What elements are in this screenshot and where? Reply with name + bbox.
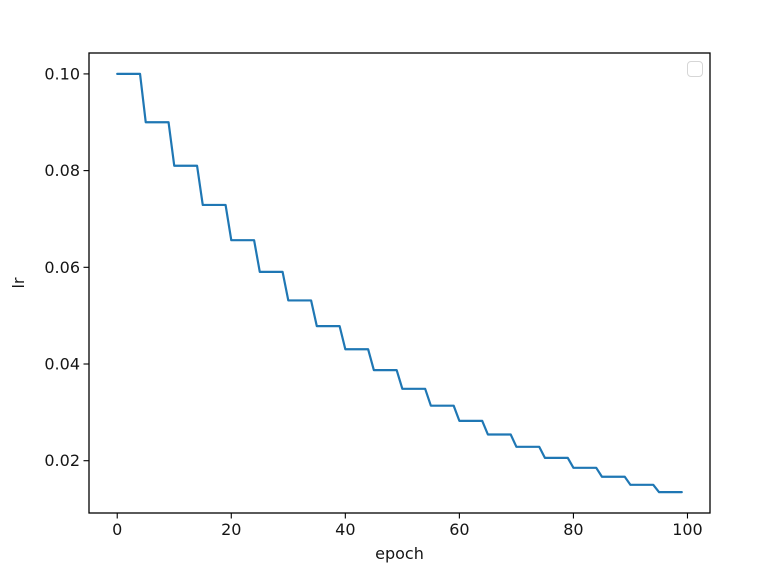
x-tick-label: 0 — [112, 520, 122, 539]
x-tick-label: 20 — [221, 520, 241, 539]
y-tick-label: 0.10 — [44, 64, 80, 83]
x-tick-label: 100 — [672, 520, 703, 539]
y-tick-label: 0.08 — [44, 161, 80, 180]
y-tick-label: 0.02 — [44, 451, 80, 470]
x-tick-label: 80 — [563, 520, 583, 539]
x-tick-label: 60 — [449, 520, 469, 539]
x-axis-label: epoch — [375, 544, 424, 563]
y-tick-label: 0.06 — [44, 258, 80, 277]
x-tick-label: 40 — [335, 520, 355, 539]
y-axis-label: lr — [9, 277, 28, 289]
axes-frame — [88, 52, 711, 514]
legend-box — [687, 61, 703, 77]
y-tick-label: 0.04 — [44, 355, 80, 374]
lr-line — [116, 72, 683, 494]
